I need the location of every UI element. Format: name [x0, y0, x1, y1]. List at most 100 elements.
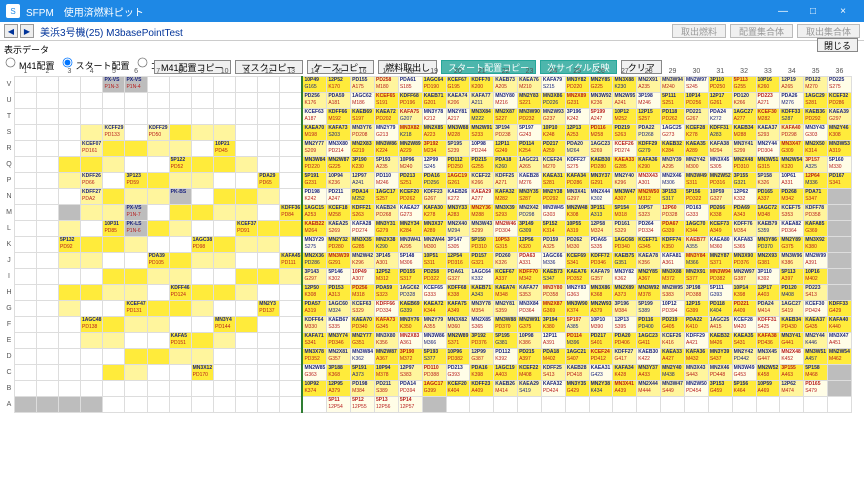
fuel-cell[interactable]: 5P156K464 — [732, 381, 756, 397]
fuel-cell[interactable]: KAEB34M288 — [732, 125, 756, 141]
fuel-cell[interactable] — [258, 317, 280, 333]
fuel-cell[interactable] — [59, 301, 81, 317]
fuel-cell[interactable]: KAEA29A277 — [470, 189, 494, 205]
fuel-cell[interactable] — [236, 349, 258, 365]
fuel-cell[interactable] — [37, 333, 59, 349]
fuel-cell[interactable]: 12P95A379 — [327, 381, 351, 397]
fuel-cell[interactable]: 5P152K314 — [541, 221, 565, 237]
fuel-cell[interactable] — [81, 253, 103, 269]
fuel-cell[interactable]: KDFF29G279 — [637, 141, 661, 157]
fuel-cell[interactable]: MN3Y84M366 — [684, 253, 708, 269]
fuel-cell[interactable]: 3P153G459 — [708, 381, 732, 397]
fuel-cell[interactable]: MN3W51A457 — [804, 349, 828, 365]
fuel-cell[interactable] — [37, 317, 59, 333]
fuel-cell[interactable]: MN2Y40K296 — [613, 173, 637, 189]
fuel-cell[interactable] — [59, 157, 81, 173]
fuel-cell[interactable] — [236, 397, 258, 413]
fuel-cell[interactable] — [280, 333, 303, 349]
fuel-cell[interactable] — [59, 173, 81, 189]
fuel-cell[interactable]: MN2Y36M288 — [470, 205, 494, 221]
fuel-cell[interactable] — [125, 397, 147, 413]
fuel-cell[interactable]: PD116PD400 — [637, 317, 661, 333]
fuel-cell[interactable] — [236, 93, 258, 109]
fuel-cell[interactable]: PD155S317 — [398, 269, 422, 285]
fuel-cell[interactable] — [214, 381, 236, 397]
fuel-cell[interactable]: 5P160M330 — [828, 157, 852, 173]
fuel-cell[interactable]: MN2W91S233 — [470, 125, 494, 141]
fuel-cell[interactable] — [236, 269, 258, 285]
fuel-cell[interactable] — [15, 269, 37, 285]
fuel-cell[interactable]: MN2Y44K446 — [804, 333, 828, 349]
fuel-cell[interactable]: MN3Y86PD370 — [756, 237, 780, 253]
fuel-cell[interactable] — [125, 93, 147, 109]
fuel-cell[interactable]: 12P97A241 — [351, 173, 375, 189]
fuel-cell[interactable]: 1AGC25A415 — [708, 317, 732, 333]
fuel-cell[interactable] — [258, 349, 280, 365]
fuel-cell[interactable]: KCEF07PD161 — [81, 141, 103, 157]
fuel-cell[interactable]: MN3Y29S275 — [302, 237, 326, 253]
fuel-cell[interactable]: MN3X35G285 — [351, 237, 375, 253]
fuel-cell[interactable] — [15, 285, 37, 301]
fuel-cell[interactable]: 3P157A325 — [804, 157, 828, 173]
fuel-cell[interactable]: 1AGC23S269 — [589, 141, 613, 157]
fuel-cell[interactable] — [103, 381, 125, 397]
fuel-cell[interactable]: KAFA32M282 — [494, 189, 518, 205]
fuel-cell[interactable] — [103, 173, 125, 189]
fuel-cell[interactable] — [214, 173, 236, 189]
fuel-cell[interactable] — [258, 365, 280, 381]
fuel-cell[interactable] — [81, 365, 103, 381]
fuel-cell[interactable]: MN3X37A289 — [422, 221, 446, 237]
fuel-cell[interactable]: 1AGC23G411 — [637, 333, 661, 349]
fuel-cell[interactable]: MN2Y83G363 — [565, 285, 589, 301]
fuel-cell[interactable] — [147, 221, 169, 237]
fuel-cell[interactable]: KAEB34PD430 — [780, 317, 804, 333]
fuel-cell[interactable]: PD155A175 — [351, 77, 375, 93]
fuel-cell[interactable]: 10P14PD256 — [684, 93, 708, 109]
fuel-cell[interactable]: KAFA83S365 — [732, 237, 756, 253]
fuel-cell[interactable]: KAEB71G201 — [422, 93, 446, 109]
fuel-cell[interactable]: 3P190K230 — [351, 157, 375, 173]
fuel-cell[interactable]: KCEF20PD262 — [398, 189, 422, 205]
fuel-cell[interactable]: KAFA38M294 — [708, 141, 732, 157]
fuel-cell[interactable] — [37, 157, 59, 173]
fuel-cell[interactable]: KCEF63S329 — [351, 301, 375, 317]
fuel-cell[interactable] — [470, 397, 494, 413]
fuel-cell[interactable] — [258, 93, 280, 109]
fuel-cell[interactable]: 3P145A301 — [375, 253, 399, 269]
fuel-cell[interactable]: MN2X40M294 — [446, 221, 470, 237]
fuel-cell[interactable] — [280, 173, 303, 189]
fuel-cell[interactable]: MN3X43S443 — [684, 365, 708, 381]
fuel-cell[interactable]: MN3X88M372 — [661, 269, 685, 285]
fuel-cell[interactable]: 3P123PD59 — [125, 173, 147, 189]
fuel-cell[interactable]: 1AGC25G273 — [661, 125, 685, 141]
fuel-cell[interactable] — [191, 285, 213, 301]
fuel-cell[interactable] — [214, 365, 236, 381]
fuel-cell[interactable]: KDFF64M330 — [302, 317, 326, 333]
fuel-cell[interactable]: MN2W44M300 — [422, 237, 446, 253]
fuel-cell[interactable] — [191, 253, 213, 269]
fuel-cell[interactable] — [236, 205, 258, 221]
fuel-cell[interactable]: MN2X42PD298 — [518, 205, 542, 221]
fuel-cell[interactable]: KAEA37S293 — [756, 125, 780, 141]
fuel-cell[interactable]: 3P151A313 — [589, 205, 613, 221]
fuel-cell[interactable]: KAFA77S353 — [518, 285, 542, 301]
fuel-cell[interactable] — [147, 301, 169, 317]
fuel-cell[interactable] — [147, 109, 169, 125]
fuel-cell[interactable]: 5P191G231 — [302, 173, 326, 189]
fuel-cell[interactable]: KDFF68K338 — [446, 285, 470, 301]
fuel-cell[interactable]: PDA61S185 — [398, 77, 422, 93]
fuel-cell[interactable] — [169, 365, 191, 381]
fuel-cell[interactable]: PD112PD250 — [446, 157, 470, 173]
fuel-cell[interactable]: 5P113A397 — [780, 269, 804, 285]
fuel-cell[interactable]: MN2Y34K284 — [398, 221, 422, 237]
fuel-cell[interactable]: KCEF32PD286 — [828, 93, 852, 109]
fuel-cell[interactable]: 10P53G315 — [494, 237, 518, 253]
fuel-cell[interactable]: 10P16K260 — [756, 77, 780, 93]
fuel-cell[interactable]: 5P195G381 — [494, 333, 518, 349]
fuel-cell[interactable]: PD159A325 — [541, 237, 565, 253]
fuel-cell[interactable] — [280, 77, 303, 93]
fuel-cell[interactable]: MN2Y40M438 — [661, 365, 685, 381]
fuel-cell[interactable]: MN2W48K308 — [565, 205, 589, 221]
fuel-cell[interactable]: KCEF24PD412 — [589, 349, 613, 365]
fuel-cell[interactable] — [169, 221, 191, 237]
